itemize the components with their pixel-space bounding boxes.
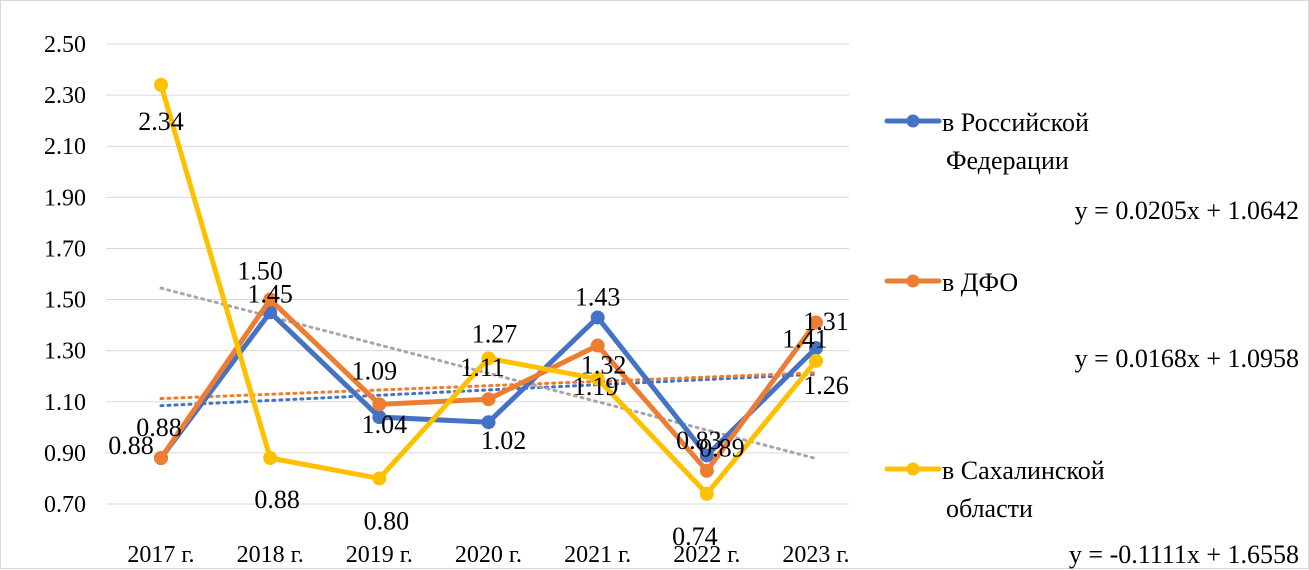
- trendline: [159, 372, 818, 408]
- data-label: 1.45: [247, 279, 293, 308]
- legend-label: Федерации: [946, 146, 1069, 175]
- trendline-equation: y = 0.0168x + 1.0958: [1075, 344, 1299, 373]
- y-tick-label: 2.10: [44, 134, 86, 160]
- data-label: 1.41: [782, 325, 828, 354]
- trendline-equation: y = 0.0205x + 1.0642: [1075, 196, 1299, 225]
- data-point: [699, 463, 714, 478]
- data-label: 1.09: [352, 356, 398, 385]
- legend-swatch-marker: [906, 274, 920, 288]
- data-label: 1.04: [362, 410, 408, 439]
- y-tick-label: 2.50: [44, 32, 86, 58]
- y-tick-label: 1.30: [44, 339, 86, 365]
- x-axis-tick-labels: 2017 г. 2018 г. 2019 г. 2020 г. 2021 г. 2022 …: [127, 542, 849, 568]
- data-point: [809, 315, 823, 330]
- legend-label: в Сахалинской: [942, 456, 1105, 485]
- legend-swatch-marker: [906, 114, 920, 128]
- data-point: [263, 451, 278, 465]
- data-point: [590, 310, 605, 325]
- x-tick-label: 2019 г.: [346, 542, 413, 568]
- data-label: 1.32: [581, 351, 627, 380]
- legend-label: в Российской: [942, 108, 1089, 137]
- x-tick-label: 2023 г.: [782, 542, 849, 568]
- data-label: 0.88: [254, 485, 300, 514]
- data-point: [699, 448, 714, 463]
- data-point: [372, 397, 387, 412]
- data-point: [590, 371, 605, 386]
- y-tick-label: 1.70: [44, 236, 86, 262]
- data-point: [590, 338, 605, 353]
- legend-label: области: [946, 494, 1033, 523]
- data-label: 1.19: [573, 372, 619, 401]
- series-lines: [154, 77, 823, 501]
- data-label: 1.26: [803, 371, 849, 400]
- trendline: [159, 371, 818, 401]
- data-point: [263, 292, 278, 307]
- data-label: 1.11: [460, 353, 505, 382]
- y-tick-label: 1.90: [44, 185, 86, 211]
- data-label: 2.34: [138, 107, 184, 136]
- data-point: [372, 471, 387, 486]
- data-label: 1.27: [472, 319, 518, 348]
- x-tick-label: 2017 г.: [127, 542, 194, 568]
- x-tick-label: 2020 г.: [455, 542, 522, 568]
- y-tick-label: 1.50: [44, 288, 86, 314]
- data-label: 1.43: [575, 282, 621, 311]
- x-tick-label: 2018 г.: [237, 542, 304, 568]
- data-point: [481, 392, 496, 407]
- trendline-equation: y = -0.1111x + 1.6558: [1069, 540, 1299, 569]
- data-point: [481, 415, 496, 430]
- data-label: 1.31: [803, 307, 849, 336]
- data-label: 1.50: [237, 257, 283, 286]
- data-point: [809, 353, 823, 368]
- data-label: 0.89: [699, 433, 745, 462]
- data-point: [699, 486, 714, 501]
- legend-label: в ДФО: [942, 268, 1018, 297]
- data-label: 0.74: [672, 522, 718, 551]
- data-label: 0.88: [108, 431, 154, 460]
- y-tick-label: 2.30: [44, 83, 86, 109]
- data-point: [481, 351, 496, 366]
- data-label: 1.02: [481, 426, 527, 455]
- data-label: 0.80: [364, 506, 410, 535]
- x-tick-label: 2022 г.: [673, 542, 740, 568]
- data-labels: 0.88 1.45 1.04 1.02 1.43 0.89 1.31 0.88 1.50 1.09…: [108, 107, 849, 551]
- x-tick-label: 2021 г.: [564, 542, 631, 568]
- data-point: [154, 451, 168, 465]
- data-point: [154, 77, 168, 92]
- y-tick-label: 0.70: [44, 492, 86, 518]
- legend-swatch-marker: [906, 462, 920, 476]
- y-tick-label: 1.10: [44, 390, 86, 416]
- data-label: 0.83: [676, 426, 722, 455]
- data-label: 0.88: [136, 413, 182, 442]
- y-tick-label: 0.90: [44, 441, 86, 467]
- y-axis-tick-labels: 0.70 0.90 1.10 1.30 1.50 1.70 1.90 2.10 2.30 2.50: [44, 32, 86, 518]
